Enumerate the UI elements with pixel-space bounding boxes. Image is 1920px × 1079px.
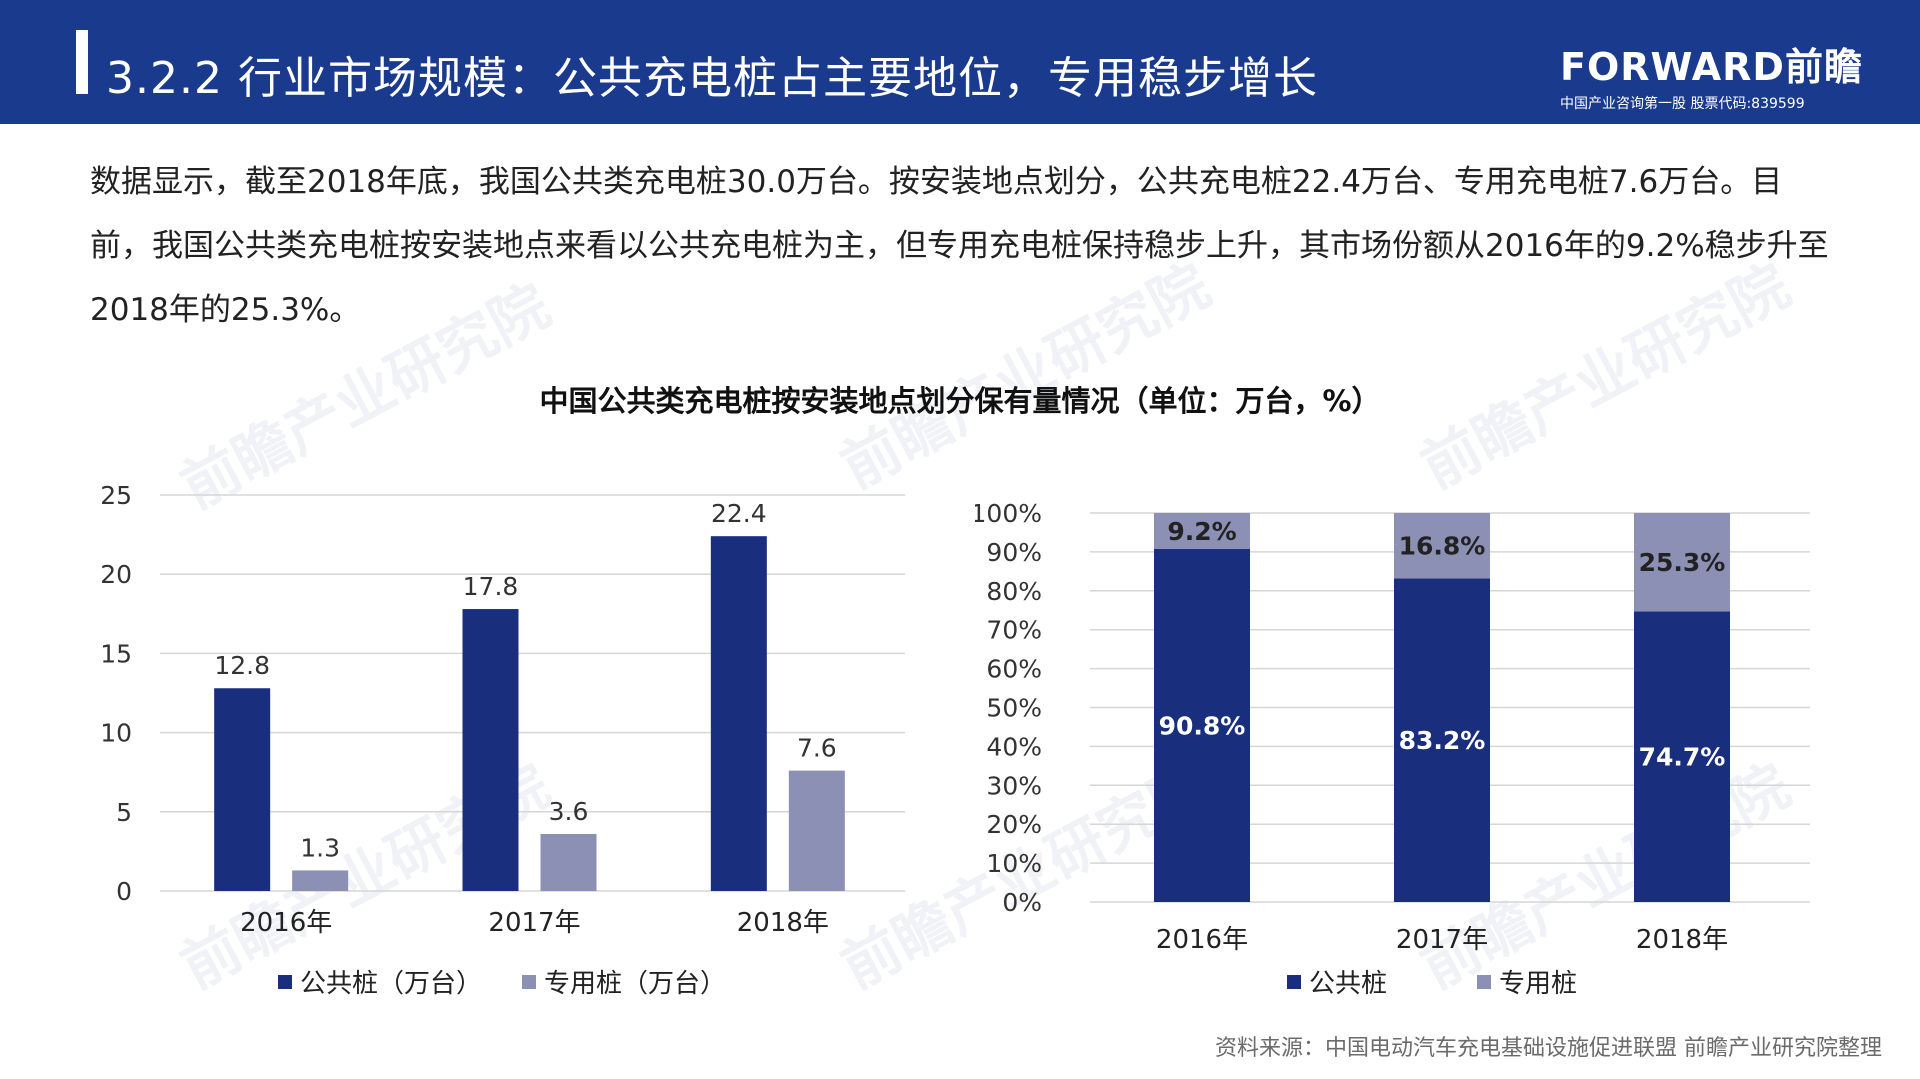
y-tick-label: 0% bbox=[1002, 888, 1042, 917]
y-tick-label: 90% bbox=[986, 538, 1042, 567]
y-tick-label: 10% bbox=[986, 849, 1042, 878]
x-tick-label: 2017年 bbox=[488, 908, 580, 938]
y-tick-label: 20% bbox=[986, 810, 1042, 839]
source-note: 资料来源：中国电动汽车充电基础设施促进联盟 前瞻产业研究院整理 bbox=[1215, 1036, 1882, 1061]
bar-chart-count: 0 5 10 15 20 25 12.8 1.3 2016年 17.8 3.6 2017年 22.4 7.… bbox=[100, 481, 905, 938]
bar-private bbox=[292, 870, 349, 891]
y-tick-label: 5 bbox=[116, 798, 132, 827]
bar-public bbox=[214, 688, 271, 891]
stack-segment-public bbox=[1394, 578, 1490, 902]
legend-item-private: 专用桩（万台） bbox=[522, 963, 726, 1000]
stack-segment-private bbox=[1154, 513, 1250, 549]
data-label: 9.2% bbox=[1167, 517, 1236, 546]
data-label: 16.8% bbox=[1399, 532, 1486, 561]
stack-segment-private bbox=[1394, 513, 1490, 579]
y-tick-label: 15 bbox=[100, 639, 132, 668]
data-label: 83.2% bbox=[1399, 726, 1486, 755]
data-label: 74.7% bbox=[1639, 743, 1726, 772]
y-tick-label: 0 bbox=[116, 877, 132, 906]
stack-segment-public bbox=[1634, 611, 1730, 902]
x-tick-label: 2018年 bbox=[1636, 925, 1728, 955]
bar-private bbox=[540, 833, 597, 891]
stacked-bar-chart-share: 0% 10% 20% 30% 40% 50% 60% 70% 80% 90% 100% 90.8% 9.… bbox=[975, 499, 1810, 955]
legend-label-private: 专用桩（万台） bbox=[544, 969, 727, 999]
data-label: 90.8% bbox=[1159, 711, 1246, 740]
legend-swatch-private-share bbox=[1477, 974, 1492, 989]
legend-item-public: 公共桩（万台） bbox=[278, 963, 482, 1000]
legend-swatch-public bbox=[278, 974, 292, 989]
x-tick-label: 2017年 bbox=[1396, 925, 1488, 955]
logo-subtitle: 中国产业咨询第一股 股票代码:839599 bbox=[1560, 96, 1805, 112]
legend-label-public-share: 公共桩 bbox=[1309, 969, 1388, 999]
legend-label-public: 公共桩（万台） bbox=[300, 969, 483, 999]
bar-public bbox=[710, 536, 767, 891]
y-tick-label: 10 bbox=[100, 719, 132, 748]
y-tick-label: 40% bbox=[986, 732, 1042, 761]
data-label: 1.3 bbox=[300, 833, 340, 862]
legend-label-private-share: 专用桩 bbox=[1499, 969, 1578, 999]
left-chart-legend: 公共桩（万台） 专用桩（万台） bbox=[278, 963, 726, 1000]
stack-segment-public bbox=[1154, 548, 1250, 902]
logo-wordmark: FORWARD前瞻 bbox=[1560, 45, 1863, 89]
x-tick-label: 2016年 bbox=[1156, 925, 1248, 955]
chart-title: 中国公共类充电桩按安装地点划分保有量情况（单位：万台，%） bbox=[539, 384, 1381, 418]
data-label: 25.3% bbox=[1639, 548, 1726, 577]
y-tick-label: 50% bbox=[986, 694, 1042, 723]
legend-item-public-share: 公共桩 bbox=[1287, 963, 1387, 1000]
header-banner: 3.2.2 行业市场规模：公共充电桩占主要地位，专用稳步增长 FORWARD前瞻… bbox=[0, 0, 1920, 124]
data-label: 12.8 bbox=[214, 651, 270, 680]
y-tick-label: 80% bbox=[986, 577, 1042, 606]
y-tick-label: 25 bbox=[100, 481, 132, 510]
title-accent-bar bbox=[76, 30, 88, 94]
right-chart-legend: 公共桩 专用桩 bbox=[1287, 963, 1577, 1000]
data-label: 3.6 bbox=[549, 797, 589, 826]
bar-public bbox=[462, 609, 519, 891]
legend-item-private-share: 专用桩 bbox=[1477, 963, 1577, 1000]
data-label: 17.8 bbox=[463, 572, 519, 601]
x-tick-label: 2016年 bbox=[240, 908, 332, 938]
company-logo: FORWARD前瞻 中国产业咨询第一股 股票代码:839599 bbox=[1560, 36, 1863, 113]
data-label: 7.6 bbox=[797, 734, 837, 763]
intro-paragraph: 数据显示，截至2018年底，我国公共类充电桩30.0万台。按安装地点划分，公共充… bbox=[90, 164, 1829, 328]
legend-swatch-private bbox=[522, 974, 537, 989]
bar-private bbox=[788, 770, 845, 891]
page-title: 3.2.2 行业市场规模：公共充电桩占主要地位，专用稳步增长 bbox=[106, 53, 1318, 104]
y-tick-label: 70% bbox=[986, 616, 1042, 645]
y-tick-label: 30% bbox=[986, 771, 1042, 800]
x-tick-label: 2018年 bbox=[737, 908, 829, 938]
y-tick-label: 100% bbox=[975, 499, 1042, 528]
y-tick-label: 20 bbox=[100, 560, 132, 589]
data-label: 22.4 bbox=[711, 499, 767, 528]
y-tick-label: 60% bbox=[986, 655, 1042, 684]
stack-segment-private bbox=[1634, 513, 1730, 612]
legend-swatch-public-share bbox=[1287, 974, 1301, 989]
